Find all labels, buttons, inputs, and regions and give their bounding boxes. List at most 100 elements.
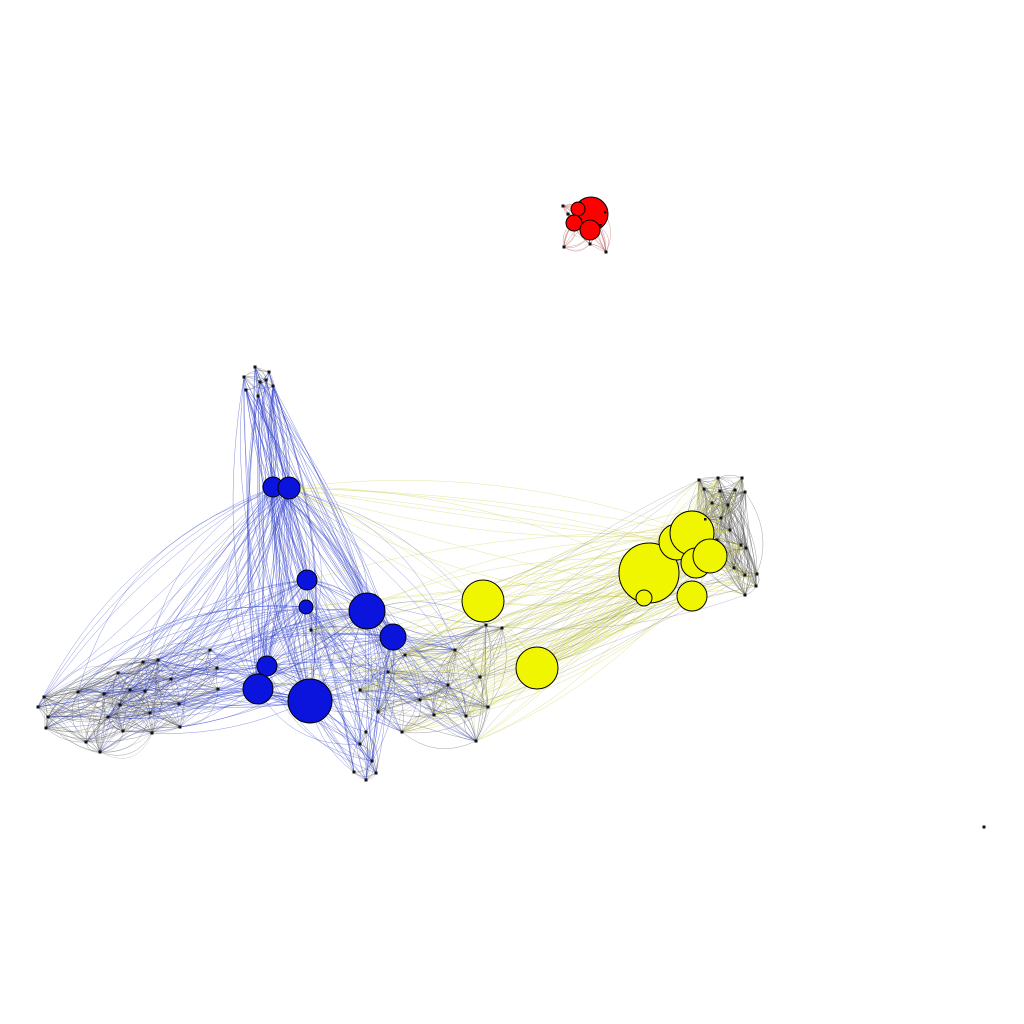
graph-node-minor <box>376 710 380 714</box>
graph-edge <box>129 658 268 691</box>
graph-edge <box>359 689 421 714</box>
graph-node-minor <box>116 671 120 675</box>
graph-edge <box>717 477 736 491</box>
graph-edge <box>306 579 435 716</box>
graph-edge <box>47 659 159 718</box>
graph-edge <box>178 649 211 705</box>
graph-edge <box>77 691 101 753</box>
graph-node-minor <box>566 212 570 216</box>
graph-node-minor <box>42 695 46 699</box>
graph-edge <box>243 376 313 702</box>
graph-node-minor <box>982 825 986 829</box>
graph-edge <box>257 684 449 701</box>
graph-edge <box>235 486 274 690</box>
graph-edge <box>47 661 144 718</box>
graph-edge <box>99 712 151 753</box>
graph-node-minor <box>364 730 368 734</box>
graph-edge <box>306 532 693 581</box>
graph-edge <box>366 610 467 717</box>
graph-edge <box>45 693 105 729</box>
graph-edge <box>733 489 742 569</box>
graph-edge <box>272 486 308 581</box>
graph-edge <box>71 691 87 743</box>
graph-edge <box>272 486 308 581</box>
graph-node-minor <box>484 623 488 627</box>
graph-edge <box>253 366 308 581</box>
graph-node-minor <box>102 692 106 696</box>
graph-node-minor <box>716 476 720 480</box>
graph-edge <box>433 595 693 716</box>
graph-node-minor <box>258 380 262 384</box>
graph-edge <box>37 706 87 743</box>
graph-node-blue <box>296 569 318 591</box>
graph-edge <box>265 379 274 488</box>
graph-node-minor <box>478 675 482 679</box>
graph-edge <box>117 672 219 690</box>
graph-node-minor <box>710 501 714 505</box>
graph-edge <box>47 610 368 718</box>
graph-edge <box>157 486 274 661</box>
graph-edge <box>288 480 693 534</box>
graph-edge <box>94 689 131 753</box>
graph-node-minor <box>604 211 607 214</box>
graph-edge <box>37 608 368 708</box>
graph-edge <box>93 672 119 753</box>
graph-edge <box>43 666 146 698</box>
graph-edge <box>217 579 308 690</box>
graph-edge <box>479 627 503 678</box>
graph-edge <box>103 486 274 695</box>
graph-node-yellow <box>692 538 728 574</box>
graph-edge <box>359 595 693 691</box>
graph-edge <box>729 529 752 596</box>
graph-node-minor <box>118 703 122 707</box>
graph-node-minor <box>121 729 125 733</box>
graph-node-blue <box>379 623 407 651</box>
graph-edge <box>99 732 153 756</box>
graph-edge <box>272 486 377 774</box>
graph-edge <box>144 486 274 692</box>
graph-node-minor <box>432 713 436 717</box>
graph-edge <box>37 706 48 729</box>
graph-edge <box>257 395 260 690</box>
graph-edge <box>465 706 489 718</box>
graph-edge <box>728 477 743 569</box>
graph-edge <box>47 579 308 718</box>
graph-node-minor <box>743 490 747 494</box>
graph-node-minor <box>755 572 759 576</box>
graph-node-minor <box>604 250 608 254</box>
graph-node-minor <box>178 725 182 729</box>
graph-edge <box>142 606 307 666</box>
graph-edge <box>306 579 449 686</box>
graph-edge <box>359 731 367 781</box>
graph-edge <box>288 487 645 599</box>
graph-edge <box>85 730 124 743</box>
graph-node-minor <box>242 375 246 379</box>
graph-edge <box>77 486 274 693</box>
graph-edge <box>454 649 477 742</box>
graph-edge <box>698 477 746 493</box>
graph-edge <box>401 649 456 733</box>
graph-edge <box>143 690 153 734</box>
graph-edge <box>45 727 87 743</box>
graph-node-minor <box>216 687 220 691</box>
graph-edge <box>43 696 121 714</box>
graph-edge <box>306 579 355 773</box>
graph-edge <box>401 731 477 750</box>
graph-node-minor <box>148 711 152 715</box>
graph-edge <box>37 487 290 708</box>
graph-edge <box>43 486 274 698</box>
graph-edge <box>475 547 747 742</box>
graph-node-minor <box>76 690 80 694</box>
graph-edge <box>272 385 368 612</box>
graph-edge <box>354 636 394 781</box>
graph-edge <box>261 487 290 667</box>
graph-edge <box>257 636 394 690</box>
graph-edge <box>433 572 650 716</box>
graph-node-minor <box>156 658 160 662</box>
edges-layer <box>37 203 764 781</box>
graph-edge <box>107 610 368 718</box>
graph-edge <box>536 574 746 669</box>
graph-edge <box>563 243 591 252</box>
graph-edge <box>266 665 403 733</box>
